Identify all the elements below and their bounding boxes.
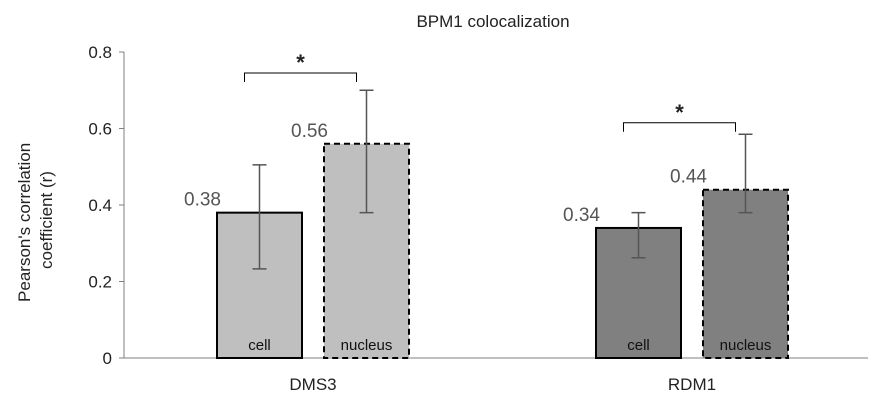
y-tick-label: 0.2 bbox=[88, 273, 112, 292]
y-tick-label: 0 bbox=[103, 349, 112, 368]
value-label: 0.34 bbox=[563, 205, 600, 226]
x-category-label: RDM1 bbox=[668, 375, 716, 394]
bar-inner-label: cell bbox=[248, 337, 271, 354]
bar-inner-label: nucleus bbox=[341, 337, 393, 354]
y-tick-label: 0.8 bbox=[88, 43, 112, 62]
x-category-label: DMS3 bbox=[289, 375, 336, 394]
plot-area: 0 0.2 0.4 0.6 0.8 DMS3 RDM1 0.38 cell 0.56 nucleus… bbox=[88, 43, 868, 394]
y-tick-label: 0.4 bbox=[88, 196, 112, 215]
significance-star: * bbox=[296, 50, 305, 75]
y-axis-label: Pearson's correlation coefficient (r) bbox=[15, 138, 56, 302]
bar bbox=[702, 188, 789, 359]
bar-inner-label: nucleus bbox=[720, 337, 772, 354]
significance-star: * bbox=[675, 100, 684, 125]
significance-bracket bbox=[244, 72, 357, 83]
bar-inner-label: cell bbox=[627, 337, 650, 354]
chart-title: BPM1 colocalization bbox=[416, 12, 569, 31]
significance-bracket bbox=[623, 122, 736, 132]
value-label: 0.44 bbox=[670, 167, 707, 188]
y-axis-label-line-1: Pearson's correlation bbox=[15, 143, 34, 302]
y-axis-label-line-2: coefficient (r) bbox=[37, 171, 56, 269]
y-tick-label: 0.6 bbox=[88, 120, 112, 139]
value-label: 0.38 bbox=[184, 190, 221, 211]
value-label: 0.56 bbox=[291, 121, 328, 142]
